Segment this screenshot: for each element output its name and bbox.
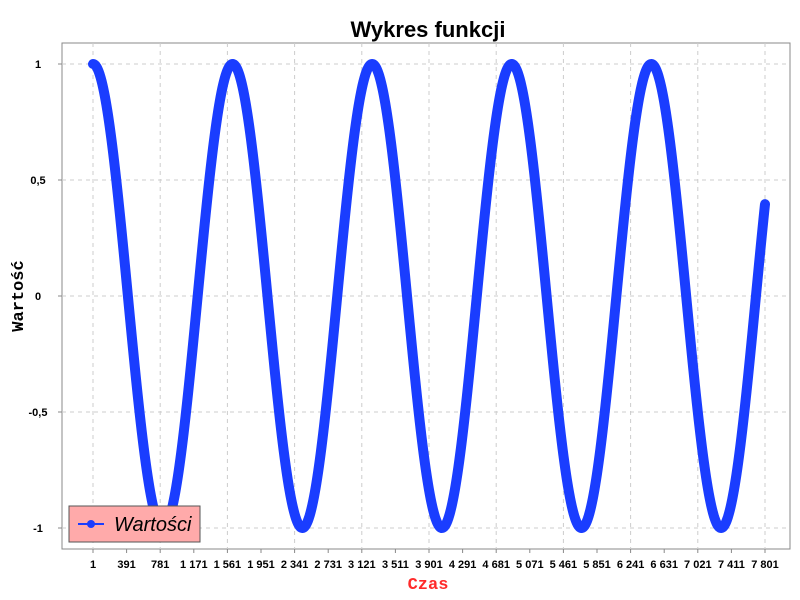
y-axis-label: Wartość (10, 260, 29, 331)
x-tick-label: 391 (117, 559, 135, 571)
y-axis-ticks: 1 0,5 0 -0,5 -1 (29, 59, 62, 535)
x-tick-label: 1 (90, 559, 96, 571)
x-tick-label: 6 241 (617, 559, 645, 571)
x-tick-label: 4 681 (482, 559, 510, 571)
legend: Wartości (68, 505, 201, 543)
x-tick-label: 2 731 (314, 559, 342, 571)
x-tick-label: 1 171 (180, 559, 208, 571)
x-tick-label: 7 801 (751, 559, 779, 571)
legend-label: Wartości (114, 514, 192, 536)
x-tick-label: 781 (151, 559, 169, 571)
x-tick-label: 5 071 (516, 559, 544, 571)
series-line (88, 59, 770, 533)
legend-box (68, 505, 201, 543)
x-tick-label: 4 291 (449, 559, 477, 571)
x-axis-ticks: 1 391 781 1 171 1 561 1 951 2 341 2 731 3 121 3 5… (90, 549, 779, 571)
x-tick-label: 7 021 (684, 559, 712, 571)
x-tick-label: 2 341 (281, 559, 309, 571)
y-tick-label: 0,5 (30, 175, 45, 187)
x-tick-label: 5 851 (583, 559, 611, 571)
y-tick-label: -0,5 (29, 407, 48, 419)
y-tick-label: 1 (35, 59, 41, 71)
x-tick-label: 6 631 (650, 559, 678, 571)
x-axis-label: Czas (408, 576, 449, 595)
legend-marker-icon (87, 520, 95, 528)
y-tick-label: -1 (33, 523, 43, 535)
chart-title: Wykres funkcji (351, 17, 506, 42)
x-tick-label: 3 901 (415, 559, 443, 571)
x-tick-label: 1 951 (247, 559, 275, 571)
x-tick-label: 7 411 (718, 559, 745, 571)
x-tick-label: 5 461 (550, 559, 578, 571)
y-tick-label: 0 (35, 291, 41, 303)
x-tick-label: 3 121 (348, 559, 376, 571)
x-tick-label: 3 511 (382, 559, 409, 571)
x-tick-label: 1 561 (214, 559, 242, 571)
